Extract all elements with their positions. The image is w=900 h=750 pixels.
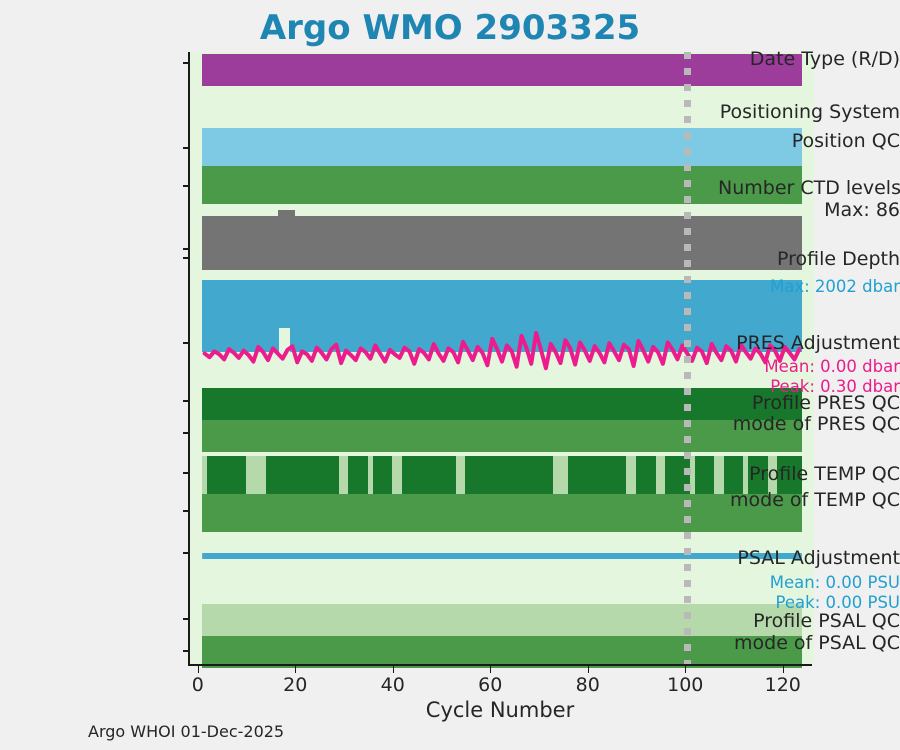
x-tick-label: 60 bbox=[478, 674, 503, 696]
row-label-mode-psal-qc: mode of PSAL QC bbox=[734, 632, 900, 654]
row-label-psal-adjustment: PSAL Adjustment bbox=[737, 547, 900, 569]
band-profile-temp-qc-segment bbox=[348, 456, 368, 494]
row-label-psal-adjustment-annotation: Peak: 0.00 PSU bbox=[775, 593, 900, 612]
x-tick bbox=[587, 666, 589, 673]
row-label-mode-temp-qc: mode of TEMP QC bbox=[730, 489, 900, 511]
band-profile-temp-qc-segment bbox=[265, 456, 339, 494]
x-tick bbox=[295, 666, 297, 673]
x-tick-label: 100 bbox=[667, 674, 704, 696]
band-profile-temp-qc-segment bbox=[636, 456, 656, 494]
band-profile-pres-qc bbox=[202, 388, 802, 420]
y-tick bbox=[183, 432, 190, 434]
band-positioning-system bbox=[202, 128, 802, 166]
row-label-number-ctd-levels-annotation: Max: 86 bbox=[824, 199, 900, 221]
y-tick bbox=[183, 62, 190, 64]
cycle-marker-line bbox=[684, 52, 692, 664]
row-label-number-ctd-levels: Number CTD levels bbox=[718, 177, 900, 199]
y-tick bbox=[183, 185, 190, 187]
band-profile-temp-qc-segment bbox=[777, 456, 802, 494]
x-tick bbox=[782, 666, 784, 673]
band-profile-temp-qc-segment bbox=[465, 456, 554, 494]
x-tick bbox=[392, 666, 394, 673]
band-mode-psal-qc bbox=[202, 636, 802, 668]
y-tick bbox=[183, 342, 190, 344]
row-label-pres-adjustment-annotation: Peak: 0.30 dbar bbox=[770, 377, 900, 396]
band-profile-temp-qc-segment bbox=[207, 456, 232, 494]
row-label-pres-adjustment-annotation: Mean: 0.00 dbar bbox=[764, 357, 900, 376]
band-mode-temp-qc bbox=[202, 494, 802, 532]
footer-credit: Argo WHOI 01-Dec-2025 bbox=[88, 722, 285, 741]
x-tick bbox=[685, 666, 687, 673]
row-label-profile-psal-qc: Profile PSAL QC bbox=[753, 610, 900, 632]
band-profile-temp-qc-segment bbox=[694, 456, 715, 494]
row-label-profile-depth: Profile Depth bbox=[777, 248, 900, 270]
y-tick bbox=[183, 650, 190, 652]
band-mode-pres-qc bbox=[202, 420, 802, 452]
row-label-date-type: Date Type (R/D) bbox=[749, 48, 900, 70]
y-tick bbox=[183, 257, 190, 259]
page-title: Argo WMO 2903325 bbox=[259, 8, 641, 48]
x-axis-label: Cycle Number bbox=[425, 698, 575, 722]
row-label-mode-pres-qc: mode of PRES QC bbox=[732, 413, 900, 435]
y-tick bbox=[183, 248, 190, 250]
x-axis bbox=[188, 664, 812, 666]
band-number-ctd-levels-notch bbox=[277, 210, 295, 218]
y-tick bbox=[183, 618, 190, 620]
row-label-profile-temp-qc: Profile TEMP QC bbox=[749, 463, 900, 485]
y-tick bbox=[183, 552, 190, 554]
x-tick bbox=[197, 666, 199, 673]
plot-area bbox=[183, 52, 814, 668]
band-profile-psal-qc bbox=[202, 604, 802, 636]
band-number-ctd-levels bbox=[202, 216, 802, 270]
x-tick-label: 20 bbox=[283, 674, 308, 696]
band-profile-temp-qc-segment bbox=[567, 456, 627, 494]
band-profile-depth-dip bbox=[278, 328, 291, 352]
band-profile-temp-qc-segment bbox=[231, 456, 247, 494]
row-label-positioning-system: Positioning System bbox=[719, 101, 900, 123]
band-profile-temp-qc-segment bbox=[723, 456, 744, 494]
x-tick-label: 0 bbox=[191, 674, 204, 696]
row-label-profile-depth-annotation: Max: 2002 dbar bbox=[770, 277, 900, 296]
x-tick-label: 40 bbox=[380, 674, 405, 696]
x-tick-label: 80 bbox=[575, 674, 600, 696]
row-label-position-qc: Position QC bbox=[791, 130, 900, 152]
band-profile-depth bbox=[202, 280, 802, 352]
row-label-pres-adjustment: PRES Adjustment bbox=[736, 332, 900, 354]
row-label-profile-pres-qc: Profile PRES QC bbox=[751, 392, 900, 414]
y-tick bbox=[183, 510, 190, 512]
band-profile-temp-qc-segment bbox=[402, 456, 456, 494]
x-tick bbox=[490, 666, 492, 673]
band-profile-temp-qc-segment bbox=[372, 456, 393, 494]
y-tick bbox=[183, 147, 190, 149]
y-tick bbox=[183, 472, 190, 474]
row-label-psal-adjustment-annotation: Mean: 0.00 PSU bbox=[769, 573, 900, 592]
line-overlays bbox=[202, 331, 802, 559]
y-tick bbox=[183, 400, 190, 402]
band-position-qc bbox=[202, 166, 802, 204]
x-tick-label: 120 bbox=[764, 674, 801, 696]
band-profile-temp-qc-segment bbox=[748, 456, 768, 494]
band-date-type bbox=[202, 54, 802, 86]
pres-adjustment-line bbox=[202, 331, 802, 371]
